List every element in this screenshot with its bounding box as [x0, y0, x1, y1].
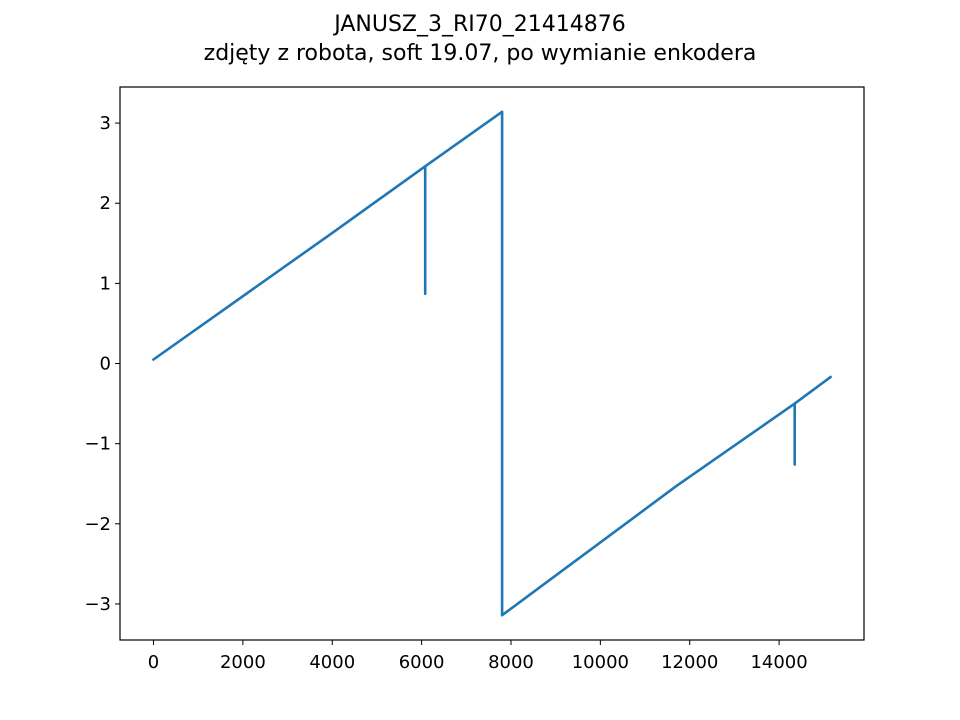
- x-tick-label: 14000: [750, 652, 807, 673]
- x-tick-label: 8000: [488, 652, 534, 673]
- y-tick-label: 2: [100, 193, 111, 214]
- x-tick-label: 4000: [309, 652, 355, 673]
- series-line: [151, 110, 833, 617]
- chart-title: JANUSZ_3_RI70_21414876: [332, 12, 626, 37]
- y-tick-label: 3: [100, 113, 111, 134]
- y-tick-label: −1: [84, 434, 111, 455]
- y-tick-label: 0: [100, 354, 111, 375]
- axis-ticks: 0 2000 4000 6000 8000 10000 12000 14000 3 2 1 0 −1 −2…: [84, 113, 807, 673]
- x-tick-label: 10000: [572, 652, 629, 673]
- series-layer: [151, 110, 833, 617]
- y-tick-label: −3: [84, 594, 111, 615]
- x-tick-label: 0: [148, 652, 159, 673]
- y-tick-label: −2: [84, 514, 111, 535]
- chart-subtitle: zdjęty z robota, soft 19.07, po wymianie…: [204, 41, 757, 66]
- x-tick-label: 6000: [399, 652, 445, 673]
- x-tick-label: 2000: [220, 652, 266, 673]
- y-tick-label: 1: [100, 273, 111, 294]
- plot-frame: [119, 86, 865, 641]
- x-tick-label: 12000: [661, 652, 718, 673]
